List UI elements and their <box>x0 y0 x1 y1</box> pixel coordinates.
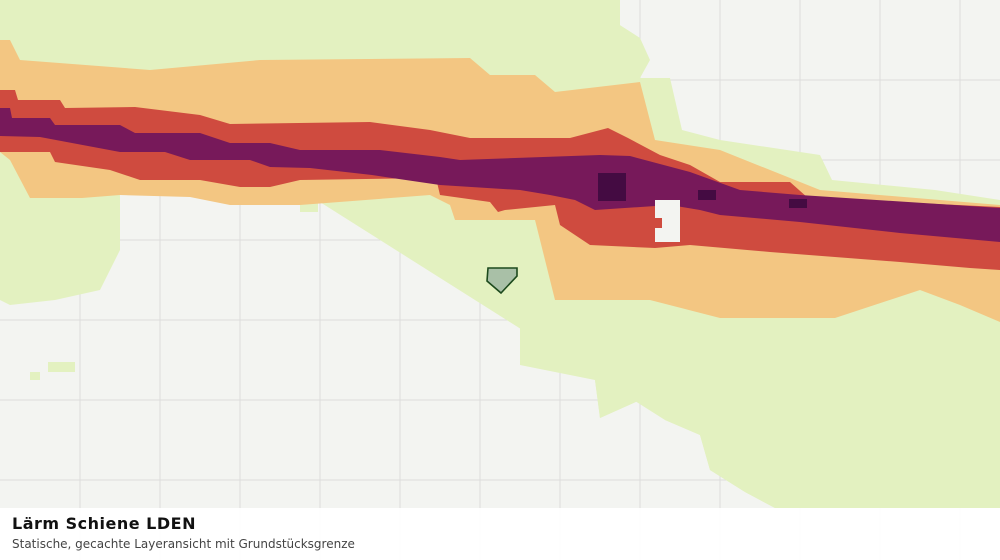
map-subtitle: Statische, gecachte Layeransicht mit Gru… <box>12 537 355 551</box>
noise-zone-very-high <box>0 108 1000 242</box>
gap <box>655 200 680 242</box>
map-caption: Lärm Schiene LDEN Statische, gecachte La… <box>0 508 1000 560</box>
parcel-boundary <box>486 267 518 295</box>
noise-zone-extreme <box>598 173 807 208</box>
map-title: Lärm Schiene LDEN <box>12 514 196 533</box>
